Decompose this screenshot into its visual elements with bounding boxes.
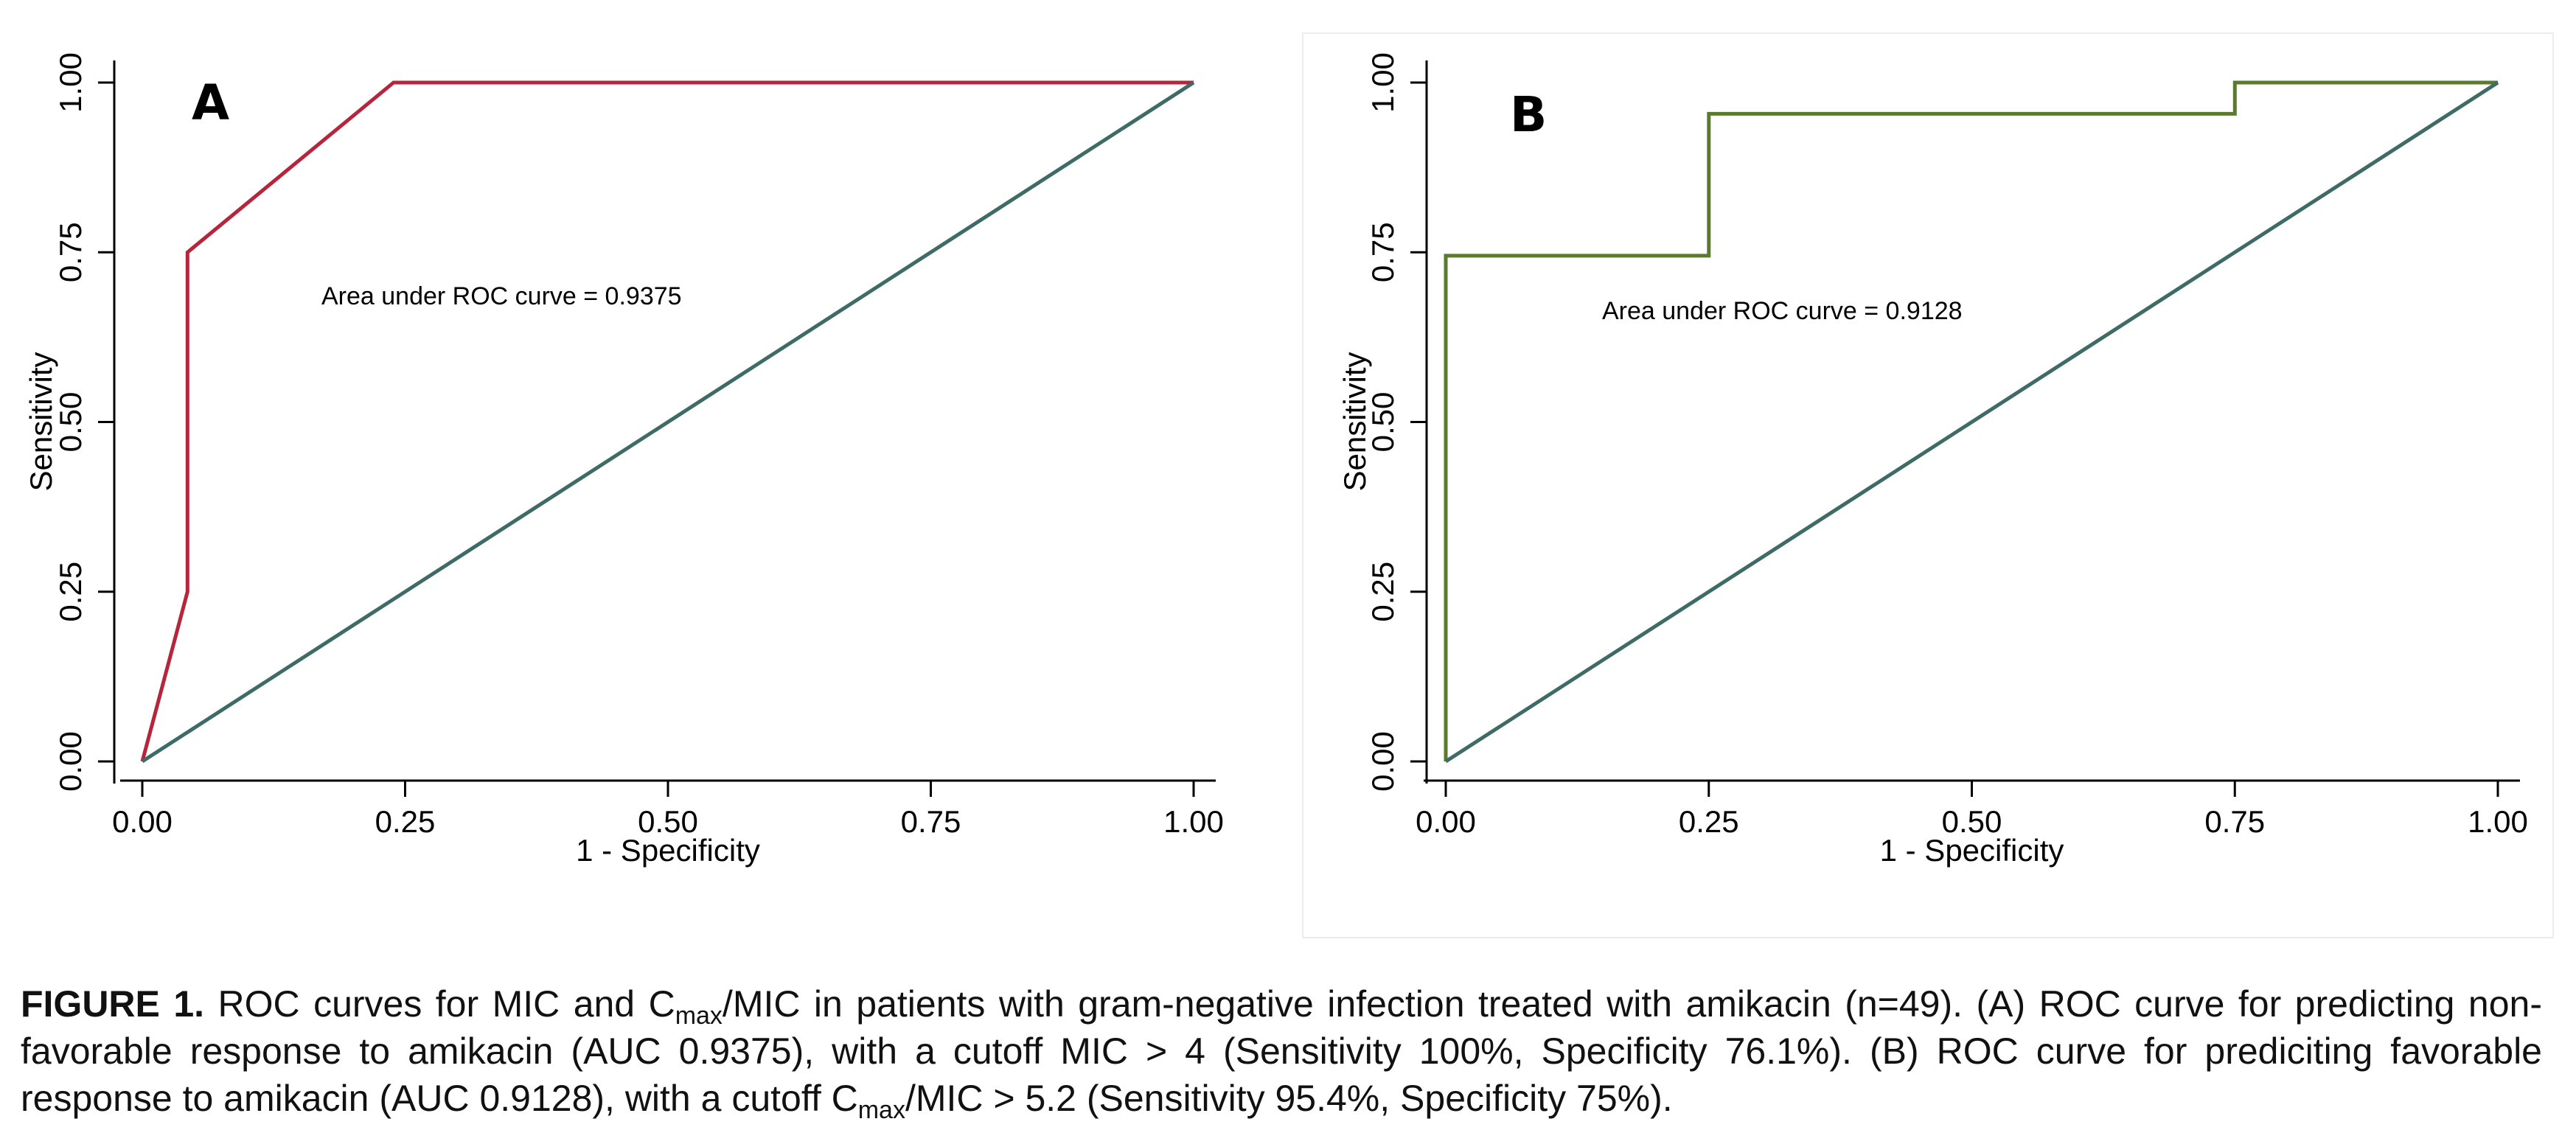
x-tick-label: 0.50 <box>638 804 698 839</box>
roc-curve <box>140 80 1194 762</box>
x-tick-label: 0.25 <box>1679 804 1739 839</box>
x-tick-label: 0.00 <box>112 804 173 839</box>
y-tick-label: 0.00 <box>53 731 88 792</box>
x-tick-label: 0.00 <box>1416 804 1476 839</box>
panel-label: A <box>192 74 229 131</box>
auc-annotation: Area under ROC curve = 0.9375 <box>321 282 682 310</box>
y-axis-title: Sensitivity <box>1337 352 1372 491</box>
caption-subscript-1: max <box>675 1002 723 1030</box>
reference-line <box>141 80 1195 764</box>
caption-subscript-2: max <box>857 1096 905 1124</box>
auc-annotation: Area under ROC curve = 0.9128 <box>1602 297 1963 325</box>
figure-caption: FIGURE 1. ROC curves for MIC and Cmax/MI… <box>21 980 2542 1124</box>
x-axis-title: 1 - Specificity <box>1880 833 2064 868</box>
roc-panel-a: 0.00 0.25 0.50 0.75 1.00 0.00 0.25 0.50 0.75 1.00… <box>24 52 1224 868</box>
y-tick-label: 0.75 <box>53 222 88 282</box>
roc-panel-b: 0.00 0.25 0.50 0.75 1.00 0.00 0.25 0.50 0.75 1.00… <box>1302 32 2554 938</box>
reference-line <box>1444 80 2499 764</box>
y-axis-title: Sensitivity <box>24 352 58 491</box>
y-tick-label: 1.00 <box>53 52 88 113</box>
x-tick-label: 0.75 <box>2204 804 2265 839</box>
roc-curve <box>1444 80 2498 761</box>
y-tick-label: 0.50 <box>1365 392 1400 453</box>
x-tick-label: 1.00 <box>1163 804 1224 839</box>
x-tick-label: 0.75 <box>901 804 961 839</box>
panel-frame <box>1302 32 2554 938</box>
caption-text-2: /MIC in patients with gram-negative infe… <box>21 983 2542 1119</box>
caption-text-3: /MIC > 5.2 (Sensitivity 95.4%, Specifici… <box>905 1078 1673 1119</box>
x-tick-label: 0.50 <box>1942 804 2002 839</box>
x-tick-label: 1.00 <box>2468 804 2528 839</box>
panel-label: B <box>1510 86 1547 143</box>
y-tick-label: 1.00 <box>1365 52 1400 113</box>
caption-text-1: ROC curves for MIC and C <box>204 983 675 1025</box>
caption-label: FIGURE 1. <box>21 983 205 1025</box>
roc-figure: 0.00 0.25 0.50 0.75 1.00 0.00 0.25 0.50 0.75 1.00… <box>24 32 2554 938</box>
y-tick-label: 0.25 <box>1365 562 1400 622</box>
y-tick-label: 0.25 <box>53 562 88 622</box>
y-tick-label: 0.00 <box>1365 731 1400 792</box>
x-axis-title: 1 - Specificity <box>576 833 760 868</box>
y-tick-label: 0.75 <box>1365 222 1400 282</box>
y-tick-label: 0.50 <box>53 392 88 453</box>
x-tick-label: 0.25 <box>375 804 436 839</box>
